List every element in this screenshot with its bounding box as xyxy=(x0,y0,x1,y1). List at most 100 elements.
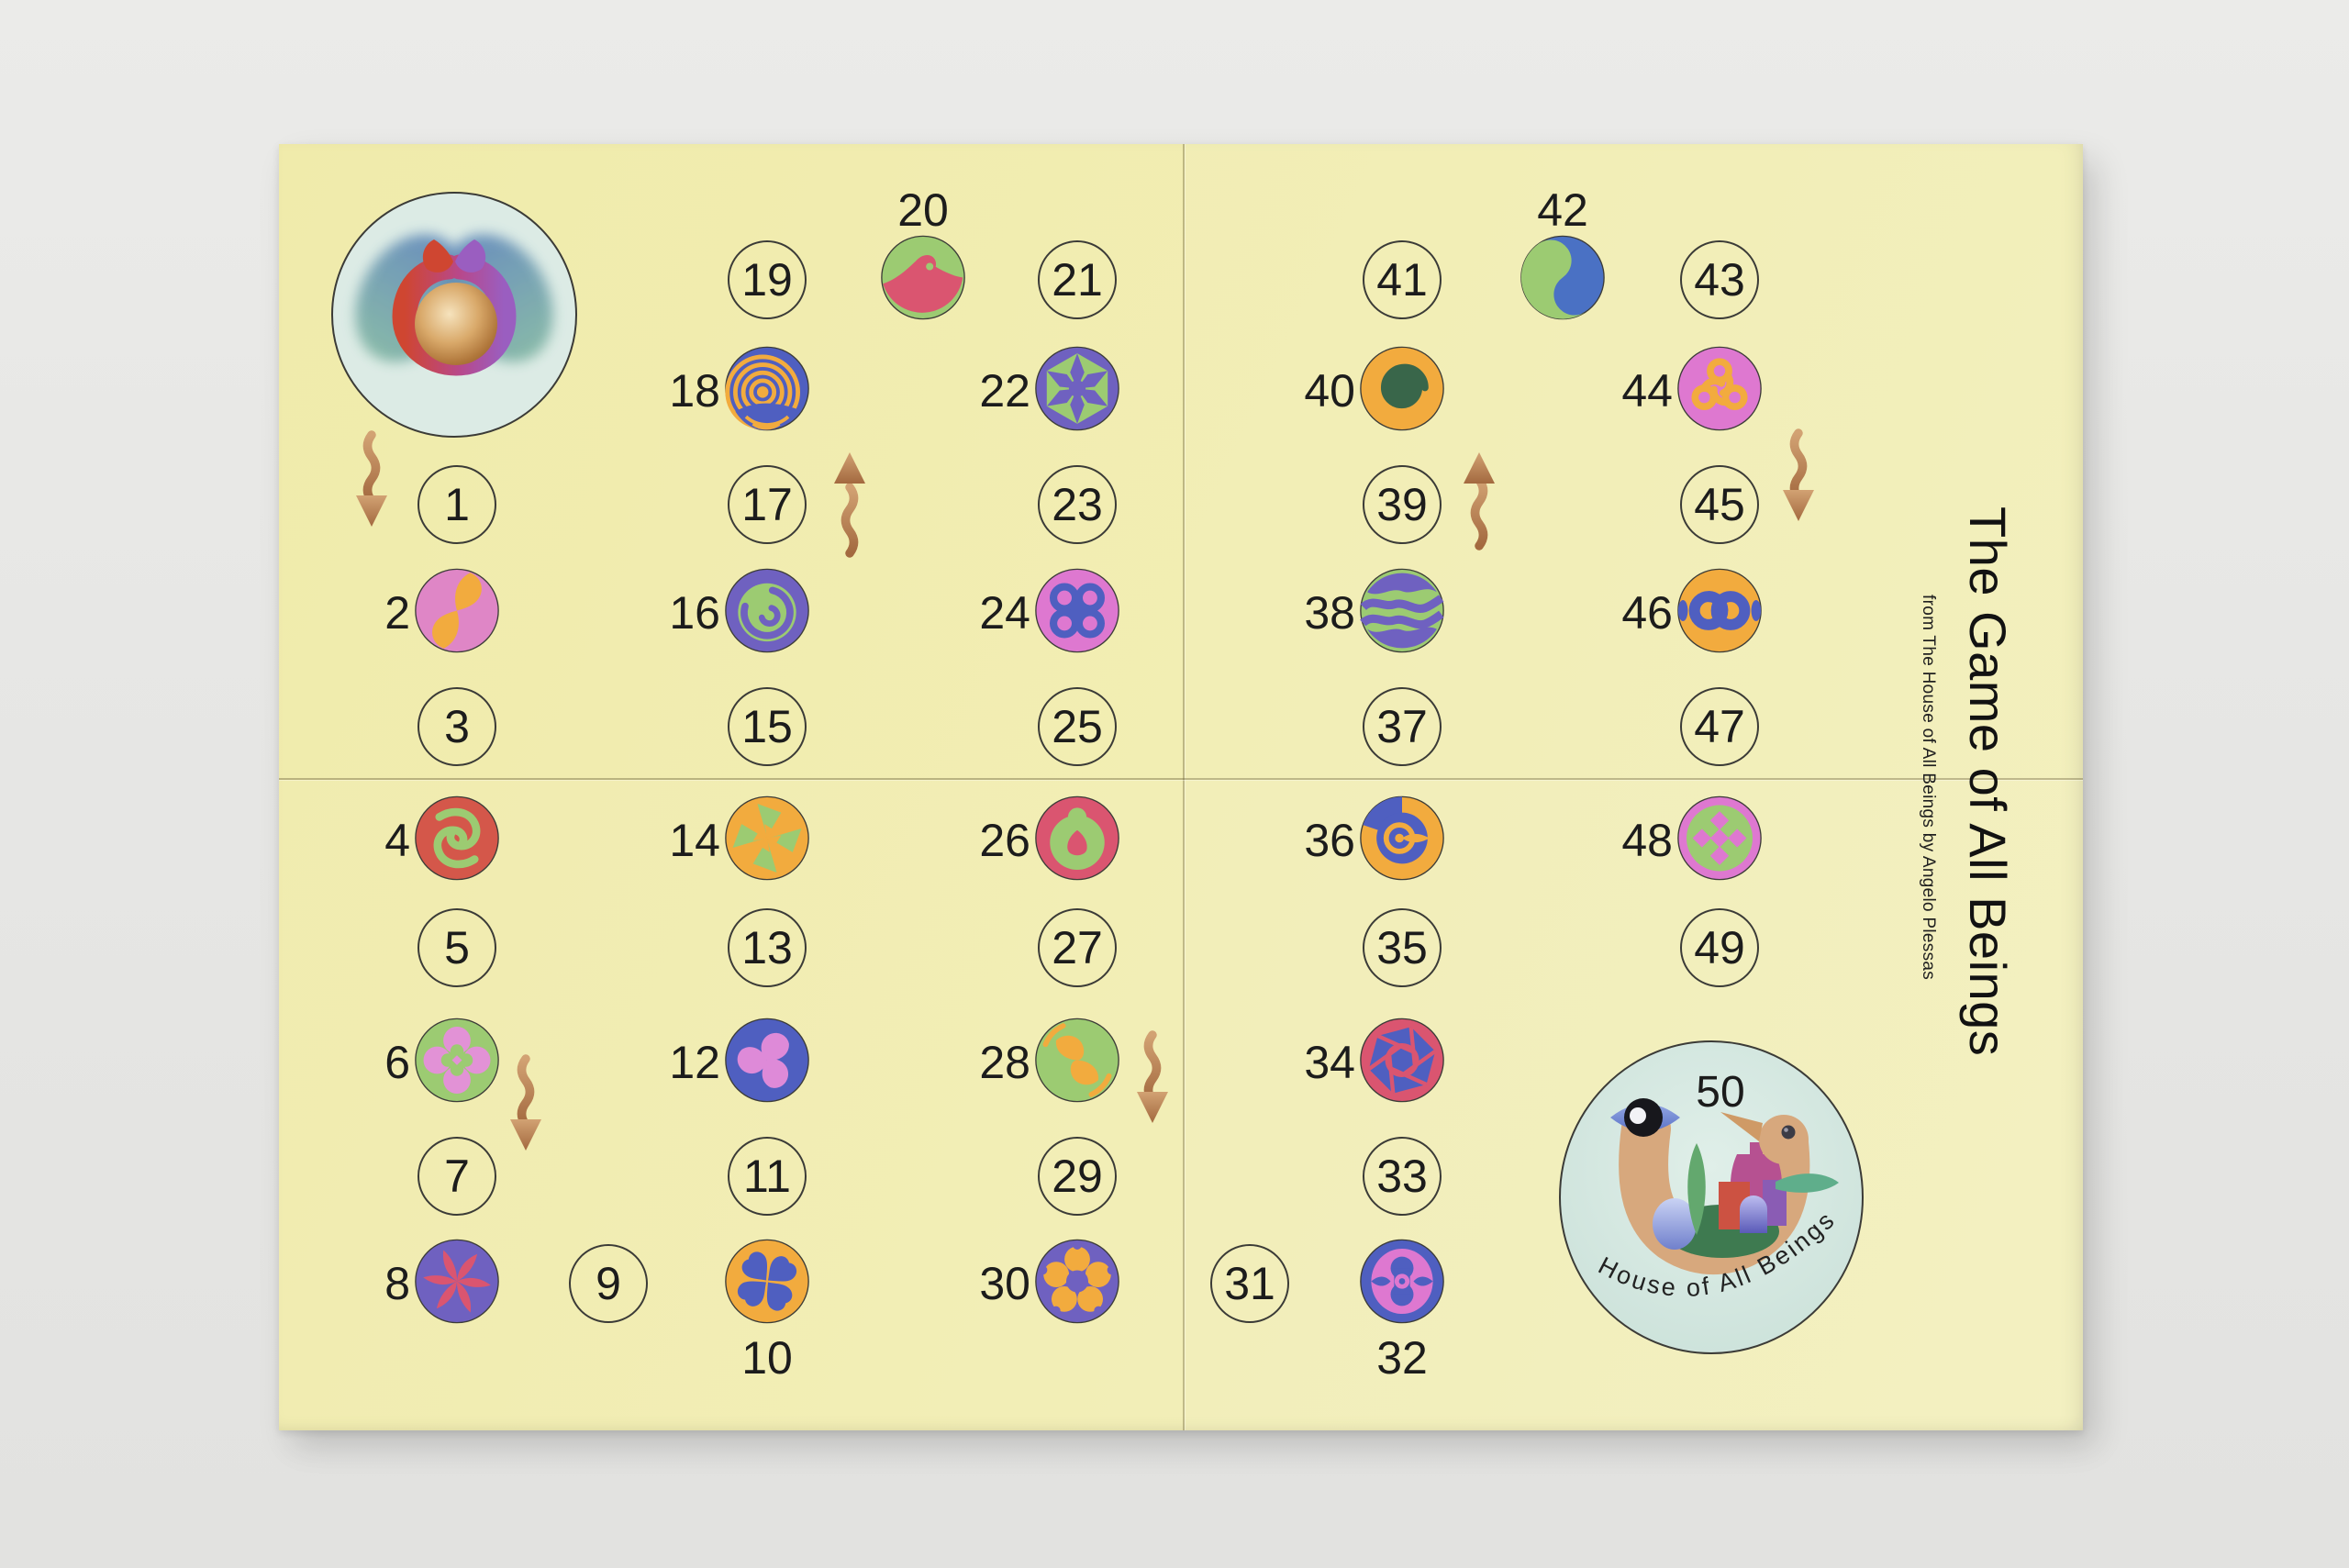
cell-46-label: 46 xyxy=(1621,587,1673,639)
cell-4-label: 4 xyxy=(384,815,410,866)
cell-21-circle: 21 xyxy=(1038,240,1117,319)
cell-22-label: 22 xyxy=(979,365,1030,417)
cell-5-circle: 5 xyxy=(417,908,496,987)
cell-21-number: 21 xyxy=(1052,254,1103,306)
cell-39-circle: 39 xyxy=(1363,465,1442,544)
cell-33-number: 33 xyxy=(1376,1151,1428,1202)
cell-28-label: 28 xyxy=(979,1037,1030,1088)
cell-43-number: 43 xyxy=(1694,254,1745,306)
cell-17-circle: 17 xyxy=(728,465,807,544)
cell-26-figure-icon xyxy=(1033,795,1121,887)
page-subtitle: from The House of All Beings by Angelo P… xyxy=(1919,595,1938,981)
cell-48-label: 48 xyxy=(1621,815,1673,866)
cell-8-label: 8 xyxy=(384,1258,410,1309)
cell-2-pinwheel-icon xyxy=(413,567,501,660)
cell-12-tomoe-icon xyxy=(723,1017,811,1109)
cell-16-spiral-blob-icon xyxy=(723,567,811,660)
cell-42-yinyang-icon xyxy=(1519,234,1607,327)
cell-8-rays-icon xyxy=(413,1238,501,1330)
cell-31-number: 31 xyxy=(1224,1258,1275,1309)
cell-40-label: 40 xyxy=(1304,365,1355,417)
cell-45-circle: 45 xyxy=(1680,465,1759,544)
cell-33-circle: 33 xyxy=(1363,1137,1442,1216)
seed-emblem-icon xyxy=(331,192,577,438)
house-of-all-beings-logo: 50 House of All Beings xyxy=(1559,1040,1864,1354)
cell-6-flower4-icon xyxy=(413,1017,501,1109)
path-arrow-down-icon xyxy=(1125,1029,1180,1129)
cell-5-number: 5 xyxy=(444,922,470,973)
cell-39-number: 39 xyxy=(1376,479,1428,530)
end-logo-number: 50 xyxy=(1696,1068,1744,1117)
path-arrow-down-icon xyxy=(344,429,399,533)
cell-25-circle: 25 xyxy=(1038,687,1117,766)
cell-4-spiral-s-icon xyxy=(413,795,501,887)
cell-27-number: 27 xyxy=(1052,922,1103,973)
cell-22-hex-star-icon xyxy=(1033,345,1121,438)
cell-31-circle: 31 xyxy=(1210,1244,1289,1323)
cell-49-number: 49 xyxy=(1694,922,1745,973)
cell-32-bulb-target-icon xyxy=(1358,1238,1446,1330)
cell-27-circle: 27 xyxy=(1038,908,1117,987)
cell-2-label: 2 xyxy=(384,587,410,639)
cell-41-circle: 41 xyxy=(1363,240,1442,319)
cell-20-wave-curl-icon xyxy=(879,234,967,327)
cell-38-waves-icon xyxy=(1358,567,1446,660)
cell-1-circle: 1 xyxy=(417,465,496,544)
cell-44-triskel-icon xyxy=(1675,345,1764,438)
cell-18-rings-spiral-icon xyxy=(723,345,811,438)
cell-45-number: 45 xyxy=(1694,479,1745,530)
cell-10-label: 10 xyxy=(741,1332,793,1384)
cell-14-label: 14 xyxy=(669,815,720,866)
path-arrow-down-icon xyxy=(1771,428,1826,528)
cell-35-number: 35 xyxy=(1376,922,1428,973)
cell-18-label: 18 xyxy=(669,365,720,417)
cell-30-flower5-icon xyxy=(1033,1238,1121,1330)
cell-14-pinstar-icon xyxy=(723,795,811,887)
vertical-fold-line xyxy=(1183,144,1185,1430)
cell-30-label: 30 xyxy=(979,1258,1030,1309)
cell-6-label: 6 xyxy=(384,1037,410,1088)
cell-19-number: 19 xyxy=(741,254,793,306)
cell-1-number: 1 xyxy=(444,479,470,530)
cell-37-circle: 37 xyxy=(1363,687,1442,766)
page-title: The Game of All Beings xyxy=(1959,506,2017,1057)
cell-34-aperture-icon xyxy=(1358,1017,1446,1109)
cell-26-label: 26 xyxy=(979,815,1030,866)
cell-38-label: 38 xyxy=(1304,587,1355,639)
cell-47-circle: 47 xyxy=(1680,687,1759,766)
cell-3-number: 3 xyxy=(444,701,470,752)
cell-20-label: 20 xyxy=(897,184,949,236)
cell-29-circle: 29 xyxy=(1038,1137,1117,1216)
cell-28-swirl-s-icon xyxy=(1033,1017,1121,1109)
cell-10-clover-icon xyxy=(723,1238,811,1330)
path-arrow-up-icon xyxy=(822,446,877,559)
cell-16-label: 16 xyxy=(669,587,720,639)
cell-24-loop-knot-icon xyxy=(1033,567,1121,660)
cell-7-circle: 7 xyxy=(417,1137,496,1216)
horizontal-fold-line xyxy=(279,778,2083,780)
cell-46-chain-rings-icon xyxy=(1675,567,1764,660)
cell-49-circle: 49 xyxy=(1680,908,1759,987)
cell-12-label: 12 xyxy=(669,1037,720,1088)
path-arrow-up-icon xyxy=(1452,446,1507,551)
cell-40-spiral-coil-icon xyxy=(1358,345,1446,438)
cell-29-number: 29 xyxy=(1052,1151,1103,1202)
cell-13-circle: 13 xyxy=(728,908,807,987)
cell-47-number: 47 xyxy=(1694,701,1745,752)
cell-19-circle: 19 xyxy=(728,240,807,319)
cell-48-quincunx-icon xyxy=(1675,795,1764,887)
cell-9-circle: 9 xyxy=(569,1244,648,1323)
cell-17-number: 17 xyxy=(741,479,793,530)
cell-43-circle: 43 xyxy=(1680,240,1759,319)
cell-7-number: 7 xyxy=(444,1151,470,1202)
cell-13-number: 13 xyxy=(741,922,793,973)
cell-34-label: 34 xyxy=(1304,1037,1355,1088)
cell-9-number: 9 xyxy=(596,1258,621,1309)
cell-11-circle: 11 xyxy=(728,1137,807,1216)
cell-32-label: 32 xyxy=(1376,1332,1428,1384)
cell-23-circle: 23 xyxy=(1038,465,1117,544)
cell-37-number: 37 xyxy=(1376,701,1428,752)
cell-41-number: 41 xyxy=(1376,254,1428,306)
cell-35-circle: 35 xyxy=(1363,908,1442,987)
